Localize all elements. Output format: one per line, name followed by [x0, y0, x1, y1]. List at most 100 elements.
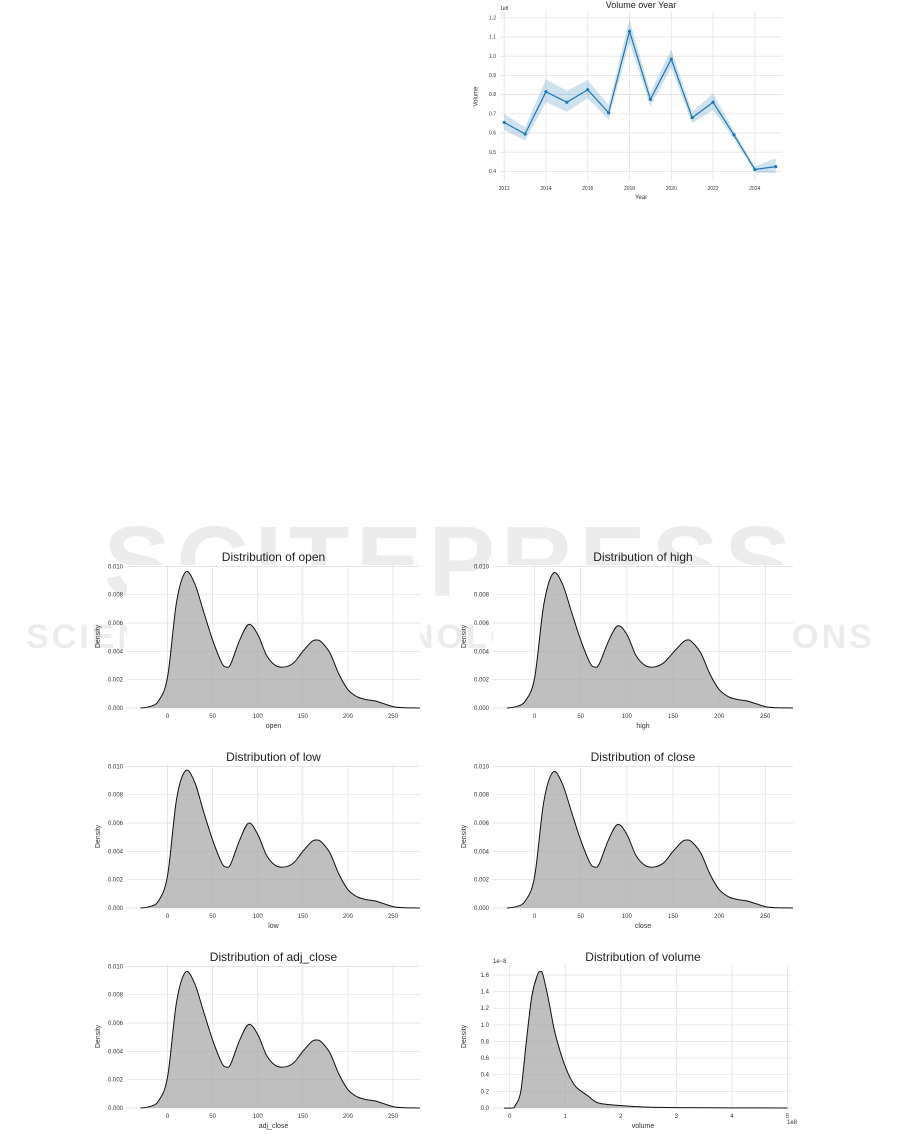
x-tick-label: 250 [388, 714, 399, 720]
chart-1: 0 50 100 150 200 250 0.000 0.002 0.004 0.006 0.008… [95, 550, 421, 730]
x-tick-label: 5 [786, 1114, 790, 1120]
y-tick-label: 0.000 [108, 1106, 124, 1112]
x-tick-label: 2020 [666, 186, 677, 192]
y-tick-label: 0.006 [108, 1021, 124, 1027]
data-point [753, 167, 757, 172]
density-curve [140, 769, 421, 909]
chart-title: Distribution of close [591, 750, 696, 764]
chart-title: Distribution of high [593, 550, 692, 564]
chart-title: Distribution of adj_close [210, 950, 338, 964]
data-point [565, 100, 569, 104]
density-curve [140, 970, 421, 1109]
x-tick-label: 0 [508, 1114, 512, 1120]
y-tick-label: 0.006 [108, 821, 124, 827]
chart-0: 2012 2014 2016 2018 2020 2022 2024 0.4 0.5 0.6 0.7… [474, 0, 782, 201]
x-tick-label: 150 [298, 714, 309, 720]
data-point [627, 29, 632, 33]
chart-6: 0 1 2 3 4 5 0.0 0.2 0.4 0.6 0.8 1.0 1.2 1.4 1.6 Distrib… [461, 950, 798, 1130]
y-tick-label: 0.004 [474, 849, 490, 855]
x-axis-label: high [636, 723, 649, 730]
density-curve [506, 572, 794, 709]
y-axis-label: Density [95, 624, 102, 648]
y-tick-label: 0.008 [474, 593, 490, 599]
y-tick-label: 0.002 [108, 878, 124, 884]
y-tick-label: 1.0 [489, 54, 496, 60]
y-tick-label: 0.000 [108, 706, 124, 712]
y-tick-label: 0.002 [474, 878, 490, 884]
x-tick-label: 150 [298, 914, 309, 920]
x-axis-label: close [635, 923, 651, 930]
chart-3: 0 50 100 150 200 250 0.000 0.002 0.004 0.006 0.008… [95, 750, 421, 930]
y-tick-label: 0.004 [108, 849, 124, 855]
y-tick-label: 1.2 [481, 1006, 490, 1012]
y-tick-label: 0.006 [474, 821, 490, 827]
y-tick-label: 0.010 [108, 564, 124, 570]
y-tick-label: 0.000 [474, 906, 490, 912]
x-offset-label: 1e8 [787, 1120, 798, 1126]
density-curve [140, 570, 421, 709]
x-tick-label: 200 [714, 914, 725, 920]
y-tick-label: 0.000 [108, 906, 124, 912]
chart-title: Distribution of low [226, 750, 321, 764]
x-tick-label: 200 [714, 714, 725, 720]
y-tick-label: 1.6 [481, 973, 490, 979]
density-area [504, 971, 788, 1109]
data-point [586, 88, 590, 92]
x-tick-label: 250 [388, 1114, 399, 1120]
x-tick-label: 250 [760, 714, 771, 720]
y-tick-label: 1.0 [481, 1023, 490, 1029]
density-area [140, 971, 420, 1108]
y-tick-label: 0.9 [489, 73, 496, 79]
y-axis-label: Density [95, 824, 102, 848]
chart-5: 0 50 100 150 200 250 0.000 0.002 0.004 0.006 0.008… [95, 950, 421, 1130]
y-tick-label: 0.0 [481, 1106, 490, 1112]
y-tick-label: 0.010 [474, 564, 490, 570]
data-point [669, 57, 673, 61]
y-tick-label: 0.4 [489, 169, 496, 175]
y-axis-label: Volume [474, 86, 480, 107]
density-curve [506, 770, 794, 909]
y-tick-label: 0.010 [108, 764, 124, 770]
y-tick-label: 0.8 [489, 92, 496, 98]
x-tick-label: 2012 [499, 186, 510, 192]
density-area [506, 572, 793, 708]
y-tick-label: 0.004 [108, 649, 124, 655]
x-tick-label: 50 [577, 714, 584, 720]
x-tick-label: 0 [533, 914, 537, 920]
density-curve [504, 970, 788, 1109]
x-axis-label: Year [635, 195, 647, 201]
x-axis-label: open [266, 723, 282, 730]
x-tick-label: 200 [343, 1114, 354, 1120]
x-tick-label: 250 [388, 914, 399, 920]
y-tick-label: 0.6 [481, 1056, 490, 1062]
data-point [732, 133, 736, 137]
x-axis-label: low [268, 923, 279, 930]
data-point [523, 132, 527, 136]
x-tick-label: 100 [622, 914, 633, 920]
x-tick-label: 3 [675, 1114, 679, 1120]
y-tick-label: 0.010 [474, 764, 490, 770]
y-axis-label: Density [95, 1024, 102, 1048]
y-tick-label: 0.7 [489, 111, 496, 117]
y-tick-label: 0.008 [108, 993, 124, 999]
chart-title: Distribution of open [222, 550, 325, 564]
x-tick-label: 150 [668, 714, 679, 720]
y-axis-label: Density [461, 624, 468, 648]
y-tick-label: 0.004 [108, 1049, 124, 1055]
x-tick-label: 100 [253, 714, 264, 720]
y-tick-label: 1.4 [481, 990, 490, 996]
chart-title: Volume over Year [606, 0, 677, 10]
chart-4: 0 50 100 150 200 250 0.000 0.002 0.004 0.006 0.008… [461, 750, 794, 930]
x-tick-label: 50 [209, 714, 216, 720]
x-tick-label: 2018 [624, 186, 635, 192]
y-tick-label: 0.006 [474, 621, 490, 627]
x-tick-label: 100 [253, 914, 264, 920]
y-tick-label: 0.2 [481, 1089, 490, 1095]
y-offset-label: 1e8 [500, 6, 509, 12]
y-offset-label: 1e−8 [493, 959, 507, 965]
y-tick-label: 0.5 [489, 150, 496, 156]
y-tick-label: 0.008 [108, 593, 124, 599]
data-point [648, 97, 653, 101]
